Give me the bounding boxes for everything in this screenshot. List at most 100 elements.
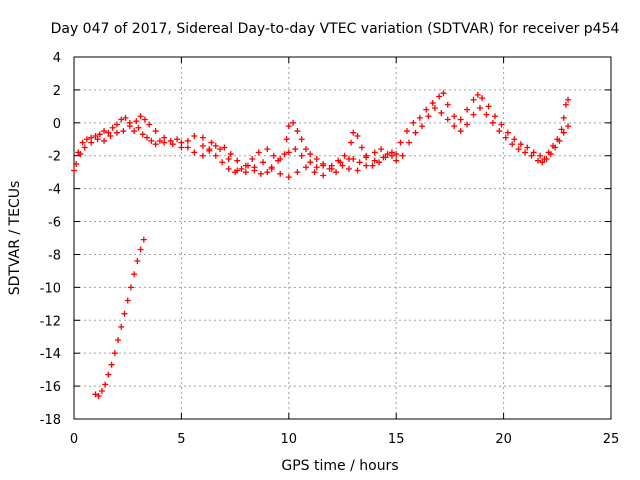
data-point (345, 156, 352, 163)
data-point (384, 151, 391, 158)
data-point (356, 159, 363, 166)
data-point (285, 123, 292, 130)
data-point (88, 139, 95, 146)
data-point (292, 146, 299, 153)
data-point (509, 141, 516, 148)
data-point (431, 105, 438, 112)
data-point (341, 152, 348, 159)
chart-title: Day 047 of 2017, Sidereal Day-to-day VTE… (51, 21, 620, 37)
data-point (489, 119, 496, 126)
data-point (131, 271, 138, 278)
data-point (524, 144, 531, 151)
data-point (95, 392, 102, 399)
data-point (242, 169, 249, 176)
data-point (118, 323, 125, 330)
series-track-6 (92, 236, 147, 399)
data-point (98, 388, 105, 395)
data-point (244, 162, 251, 169)
data-point (393, 157, 400, 164)
data-point (167, 137, 174, 144)
data-point (354, 167, 361, 174)
data-point (260, 159, 267, 166)
data-point (302, 146, 309, 153)
data-point (388, 149, 395, 156)
y-axis: -18 -16 -14 -12 -10 -8 -6 -4 -2 0 2 4 (40, 51, 611, 428)
data-point (208, 139, 215, 146)
data-point (169, 141, 176, 148)
data-point (249, 156, 256, 163)
data-point (144, 134, 151, 141)
data-point (354, 132, 361, 139)
data-point (101, 128, 108, 135)
data-point (326, 165, 333, 172)
data-point (234, 157, 241, 164)
data-point (298, 136, 305, 143)
data-point (199, 142, 206, 149)
data-point (137, 113, 144, 120)
data-point (92, 132, 99, 139)
data-point (298, 152, 305, 159)
data-point (294, 128, 301, 135)
data-point (560, 114, 567, 121)
data-point (191, 149, 198, 156)
x-axis: 0 5 10 15 20 25 (70, 57, 619, 447)
data-point (436, 93, 443, 100)
data-point (131, 128, 138, 135)
data-point (255, 149, 262, 156)
data-point (184, 137, 191, 144)
data-point (313, 156, 320, 163)
data-point (363, 154, 370, 161)
x-tick-label: 10 (281, 432, 298, 447)
data-point (96, 131, 103, 138)
data-point (126, 123, 133, 130)
data-point (543, 156, 550, 163)
data-point (307, 151, 314, 158)
data-point (178, 144, 185, 151)
data-point (83, 136, 90, 143)
data-point (81, 144, 88, 151)
data-point (425, 113, 432, 120)
y-tick-label: 4 (53, 51, 61, 66)
data-point (283, 136, 290, 143)
data-point (174, 136, 181, 143)
data-point (348, 139, 355, 146)
data-point (464, 121, 471, 128)
data-point (423, 106, 430, 113)
data-point (333, 169, 340, 176)
data-point (219, 159, 226, 166)
x-grid (180, 57, 505, 419)
data-point (111, 350, 118, 357)
data-point (457, 116, 464, 123)
data-point (113, 121, 120, 128)
data-point (320, 162, 327, 169)
data-point (199, 134, 206, 141)
data-point (270, 152, 277, 159)
data-point (464, 106, 471, 113)
data-point (102, 381, 109, 388)
y-tick-label: -14 (40, 347, 61, 362)
series-track-4 (397, 90, 572, 163)
y-tick-label: -6 (48, 216, 61, 231)
series-track-3 (199, 119, 395, 177)
data-point (148, 137, 155, 144)
data-point (502, 134, 509, 141)
data-point (397, 139, 404, 146)
plot-frame (73, 56, 612, 420)
data-point (539, 159, 546, 166)
x-tick-label: 5 (177, 432, 185, 447)
x-tick-label: 0 (70, 432, 78, 447)
data-point (511, 136, 518, 143)
data-point (558, 126, 565, 133)
y-tick-label: -2 (48, 150, 61, 165)
data-point (156, 137, 163, 144)
data-point (73, 160, 80, 167)
data-point (71, 167, 77, 174)
data-point (199, 152, 206, 159)
data-point (399, 152, 406, 159)
plot-series (71, 90, 572, 399)
data-point (285, 174, 292, 181)
y-tick-label: -8 (48, 248, 61, 263)
data-point (479, 95, 486, 102)
data-point (515, 146, 522, 153)
